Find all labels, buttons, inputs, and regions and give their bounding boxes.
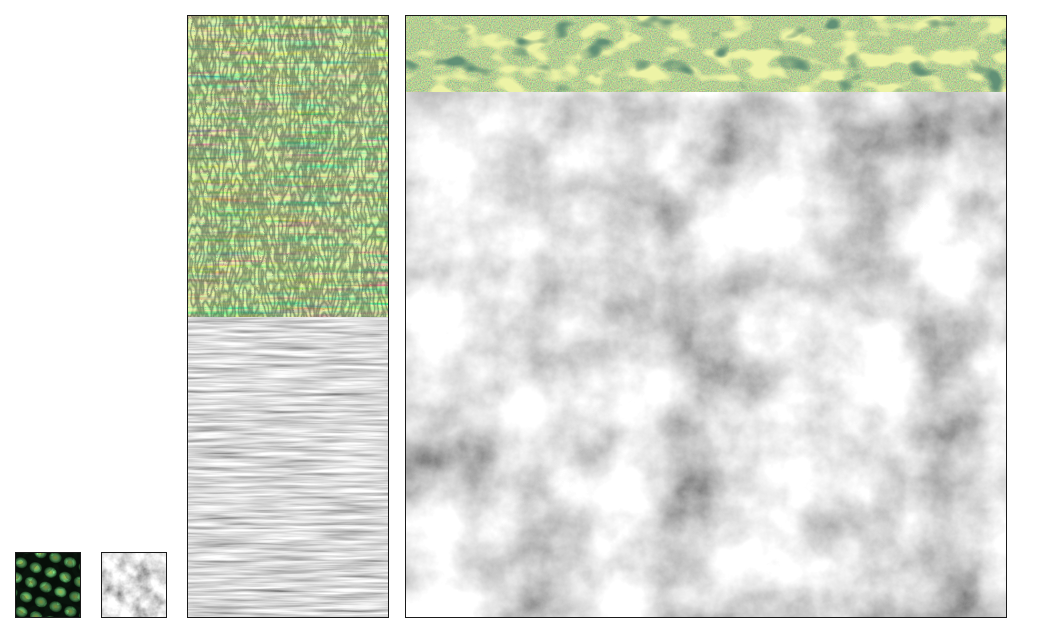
- stretched-cellular-texture-image: [188, 16, 388, 317]
- stretched-noise-texture-panel[interactable]: [187, 317, 389, 618]
- cloud-noise-thumbnail[interactable]: [101, 552, 167, 618]
- cellular-texture-thumbnail[interactable]: [15, 552, 81, 618]
- cloud-noise-large-image: [406, 92, 1006, 617]
- stretched-cellular-texture-panel[interactable]: [187, 15, 389, 317]
- stretched-noise-texture-image: [188, 317, 388, 617]
- cellular-texture-image: [16, 553, 80, 617]
- cloud-noise-area: [406, 92, 1006, 617]
- speckle-texture-image: [406, 16, 1006, 92]
- large-noise-panel[interactable]: [405, 15, 1007, 618]
- cloud-noise-image: [102, 553, 166, 617]
- speckle-texture-band: [406, 16, 1006, 92]
